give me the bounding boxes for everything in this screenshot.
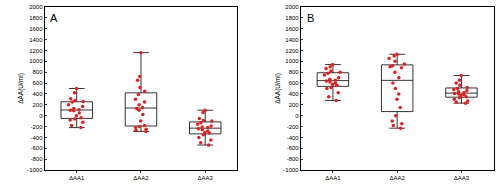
svg-text:2000: 2000 xyxy=(285,4,299,10)
svg-text:800: 800 xyxy=(289,69,300,75)
svg-text:-400: -400 xyxy=(287,135,300,141)
svg-text:ΔAA2: ΔAA2 xyxy=(390,175,406,181)
svg-text:1400: 1400 xyxy=(285,37,299,43)
svg-text:2000: 2000 xyxy=(29,4,43,10)
svg-text:ΔAA2: ΔAA2 xyxy=(133,175,149,181)
svg-text:ΔAA1: ΔAA1 xyxy=(69,175,85,181)
svg-text:1200: 1200 xyxy=(285,48,299,54)
svg-text:600: 600 xyxy=(32,80,43,86)
svg-text:0: 0 xyxy=(295,113,299,119)
svg-text:1800: 1800 xyxy=(29,15,43,21)
svg-text:ΔAA3: ΔAA3 xyxy=(198,175,214,181)
svg-text:1200: 1200 xyxy=(29,48,43,54)
svg-text:-200: -200 xyxy=(30,124,43,130)
svg-text:400: 400 xyxy=(32,91,43,97)
svg-text:-600: -600 xyxy=(287,145,300,151)
svg-text:1400: 1400 xyxy=(29,37,43,43)
svg-text:400: 400 xyxy=(289,91,300,97)
svg-text:200: 200 xyxy=(32,102,43,108)
svg-text:ΔAA(U/ml): ΔAA(U/ml) xyxy=(17,73,25,104)
svg-text:ΔAA1: ΔAA1 xyxy=(325,175,341,181)
svg-text:1600: 1600 xyxy=(29,26,43,32)
svg-text:B: B xyxy=(307,12,314,24)
svg-text:-800: -800 xyxy=(30,156,43,162)
svg-text:1600: 1600 xyxy=(285,26,299,32)
svg-text:-1000: -1000 xyxy=(283,167,299,173)
svg-text:-600: -600 xyxy=(30,145,43,151)
svg-text:ΔAA3: ΔAA3 xyxy=(454,175,470,181)
svg-text:-1000: -1000 xyxy=(27,167,43,173)
svg-text:-400: -400 xyxy=(30,135,43,141)
svg-text:600: 600 xyxy=(289,80,300,86)
svg-text:A: A xyxy=(50,12,58,24)
svg-text:800: 800 xyxy=(32,69,43,75)
svg-text:1000: 1000 xyxy=(29,58,43,64)
svg-text:-800: -800 xyxy=(287,156,300,162)
svg-text:0: 0 xyxy=(39,113,43,119)
svg-text:1800: 1800 xyxy=(285,15,299,21)
svg-text:-200: -200 xyxy=(287,124,300,130)
svg-text:ΔAA(U/ml): ΔAA(U/ml) xyxy=(274,73,282,104)
svg-text:1000: 1000 xyxy=(285,58,299,64)
svg-text:200: 200 xyxy=(289,102,300,108)
